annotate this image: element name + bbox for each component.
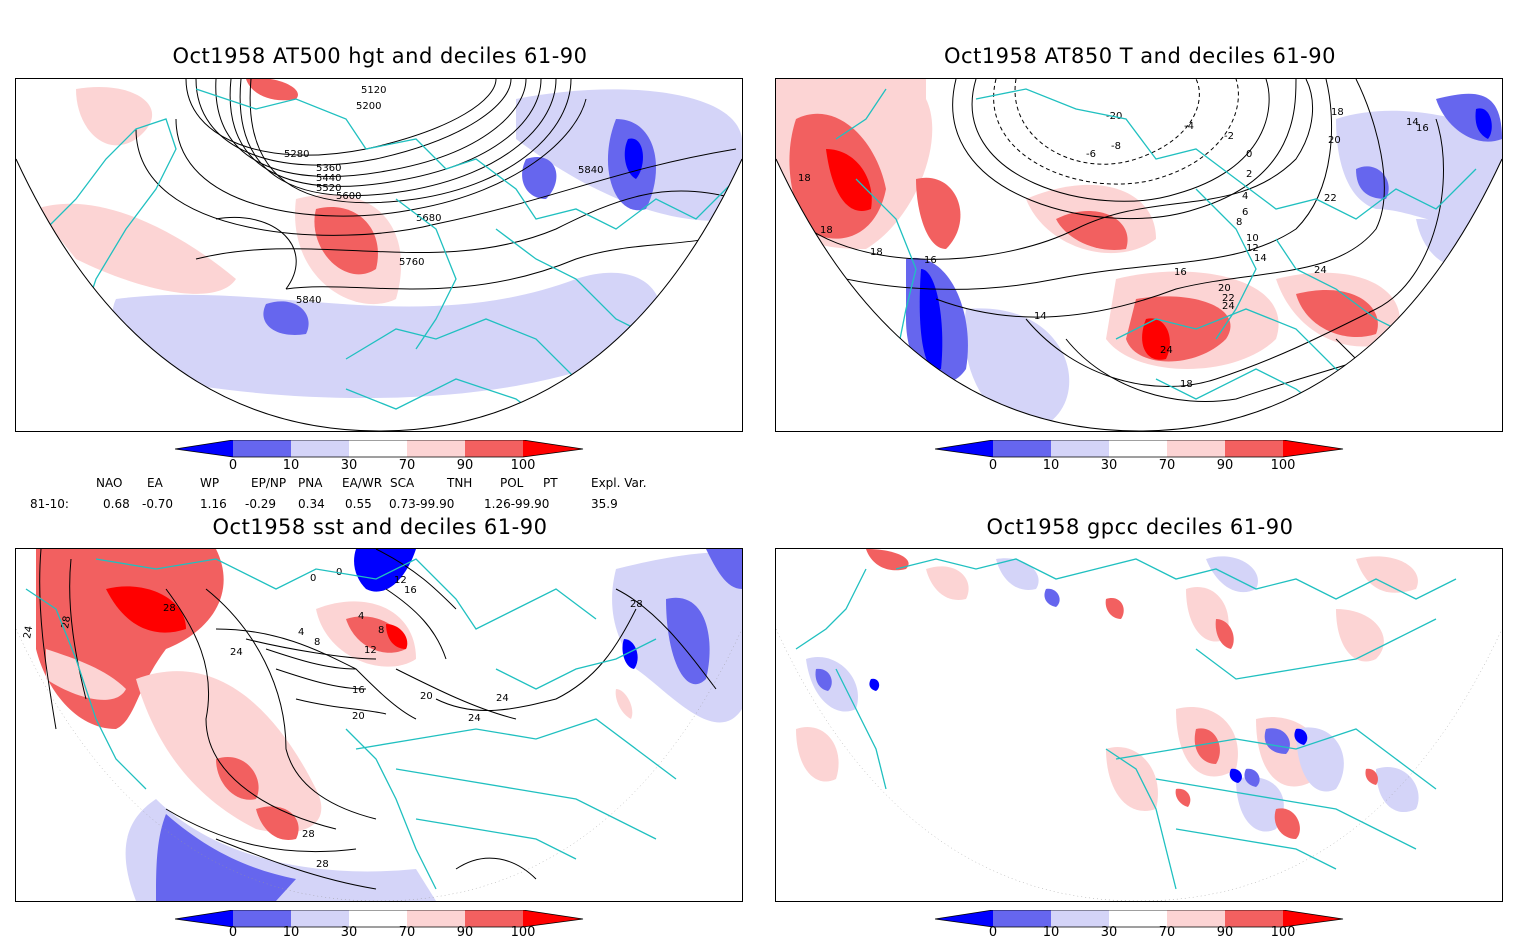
colorbar-sst: 0 10 30 70 90 100 xyxy=(174,909,595,940)
svg-text:8: 8 xyxy=(1236,217,1242,228)
svg-text:20: 20 xyxy=(420,691,433,702)
svg-text:2: 2 xyxy=(1246,169,1252,180)
svg-text:20: 20 xyxy=(1328,135,1341,146)
svg-text:0: 0 xyxy=(310,573,316,584)
svg-text:28: 28 xyxy=(163,603,176,614)
svg-text:24: 24 xyxy=(230,647,243,658)
svg-text:8: 8 xyxy=(314,637,320,648)
svg-text:4: 4 xyxy=(1242,191,1248,202)
svg-text:16: 16 xyxy=(352,685,365,696)
svg-text:6: 6 xyxy=(1242,207,1248,218)
svg-text:18: 18 xyxy=(1180,379,1193,390)
svg-text:4: 4 xyxy=(358,611,364,622)
svg-text:-4: -4 xyxy=(1184,121,1194,132)
svg-text:10: 10 xyxy=(1246,233,1259,244)
svg-text:12: 12 xyxy=(364,645,377,656)
panel-title-hgt500: Oct1958 AT500 hgt and deciles 61-90 xyxy=(172,44,588,68)
svg-text:-2: -2 xyxy=(1224,131,1234,142)
svg-text:5120: 5120 xyxy=(361,85,386,96)
svg-text:12: 12 xyxy=(1246,243,1259,254)
svg-text:4: 4 xyxy=(298,627,304,638)
svg-text:5200: 5200 xyxy=(356,101,381,112)
svg-text:16: 16 xyxy=(1174,267,1187,278)
teleconnection-indices: NAO EA WP EP/NP PNA EA/WR SCA TNH POL PT… xyxy=(30,476,647,511)
map-panel-gpcc xyxy=(775,548,1503,902)
svg-text:22: 22 xyxy=(1324,193,1337,204)
svg-text:24: 24 xyxy=(496,693,509,704)
svg-text:28: 28 xyxy=(302,829,315,840)
svg-text:24: 24 xyxy=(1222,301,1235,312)
svg-text:24: 24 xyxy=(1160,345,1173,356)
panel-title-gpcc: Oct1958 gpcc deciles 61-90 xyxy=(986,515,1294,539)
svg-text:14: 14 xyxy=(1406,117,1419,128)
panel-title-t850: Oct1958 AT850 T and deciles 61-90 xyxy=(944,44,1336,68)
svg-text:5840: 5840 xyxy=(578,165,603,176)
svg-text:18: 18 xyxy=(820,225,833,236)
svg-text:0: 0 xyxy=(1246,149,1252,160)
colorbar-gpcc: 0 10 30 70 90 100 xyxy=(934,909,1355,940)
svg-text:-8: -8 xyxy=(1111,141,1121,152)
map-panel-t850: -20 -8 -6 -4 -2 0 2 4 6 8 10 12 14 14 16… xyxy=(775,78,1503,432)
colorbar-t850: 0 10 30 70 90 100 xyxy=(934,439,1355,476)
svg-text:5600: 5600 xyxy=(336,191,361,202)
svg-text:28: 28 xyxy=(630,599,643,610)
svg-text:18: 18 xyxy=(798,173,811,184)
svg-text:16: 16 xyxy=(404,585,417,596)
svg-text:5440: 5440 xyxy=(316,173,341,184)
svg-text:22: 22 xyxy=(1222,293,1235,304)
svg-text:5680: 5680 xyxy=(416,213,441,224)
svg-text:28: 28 xyxy=(316,859,329,870)
svg-text:16: 16 xyxy=(924,255,937,266)
panel-title-sst: Oct1958 sst and deciles 61-90 xyxy=(212,515,548,539)
svg-text:5280: 5280 xyxy=(284,149,309,160)
svg-text:24: 24 xyxy=(468,713,481,724)
map-panel-sst: 24 28 28 0 0 4 8 12 16 20 24 28 28 4 8 1… xyxy=(15,548,743,902)
svg-text:5760: 5760 xyxy=(399,257,424,268)
map-panel-hgt500: 5120 5200 5280 5360 5440 5520 5600 5680 … xyxy=(15,78,743,432)
svg-text:24: 24 xyxy=(1314,265,1327,276)
svg-text:5360: 5360 xyxy=(316,163,341,174)
svg-text:18: 18 xyxy=(870,247,883,258)
svg-text:20: 20 xyxy=(352,711,365,722)
svg-text:8: 8 xyxy=(378,625,384,636)
svg-text:16: 16 xyxy=(1416,123,1429,134)
svg-text:24: 24 xyxy=(22,625,35,639)
svg-text:5840: 5840 xyxy=(296,295,321,306)
colorbar-hgt500: 0 10 30 70 90 100 xyxy=(174,439,595,476)
svg-text:5520: 5520 xyxy=(316,183,341,194)
svg-text:14: 14 xyxy=(1034,311,1047,322)
svg-text:-6: -6 xyxy=(1086,149,1096,160)
svg-text:20: 20 xyxy=(1218,283,1231,294)
svg-text:14: 14 xyxy=(1254,253,1267,264)
svg-text:12: 12 xyxy=(394,575,407,586)
svg-text:28: 28 xyxy=(60,615,73,629)
svg-text:18: 18 xyxy=(1331,107,1344,118)
